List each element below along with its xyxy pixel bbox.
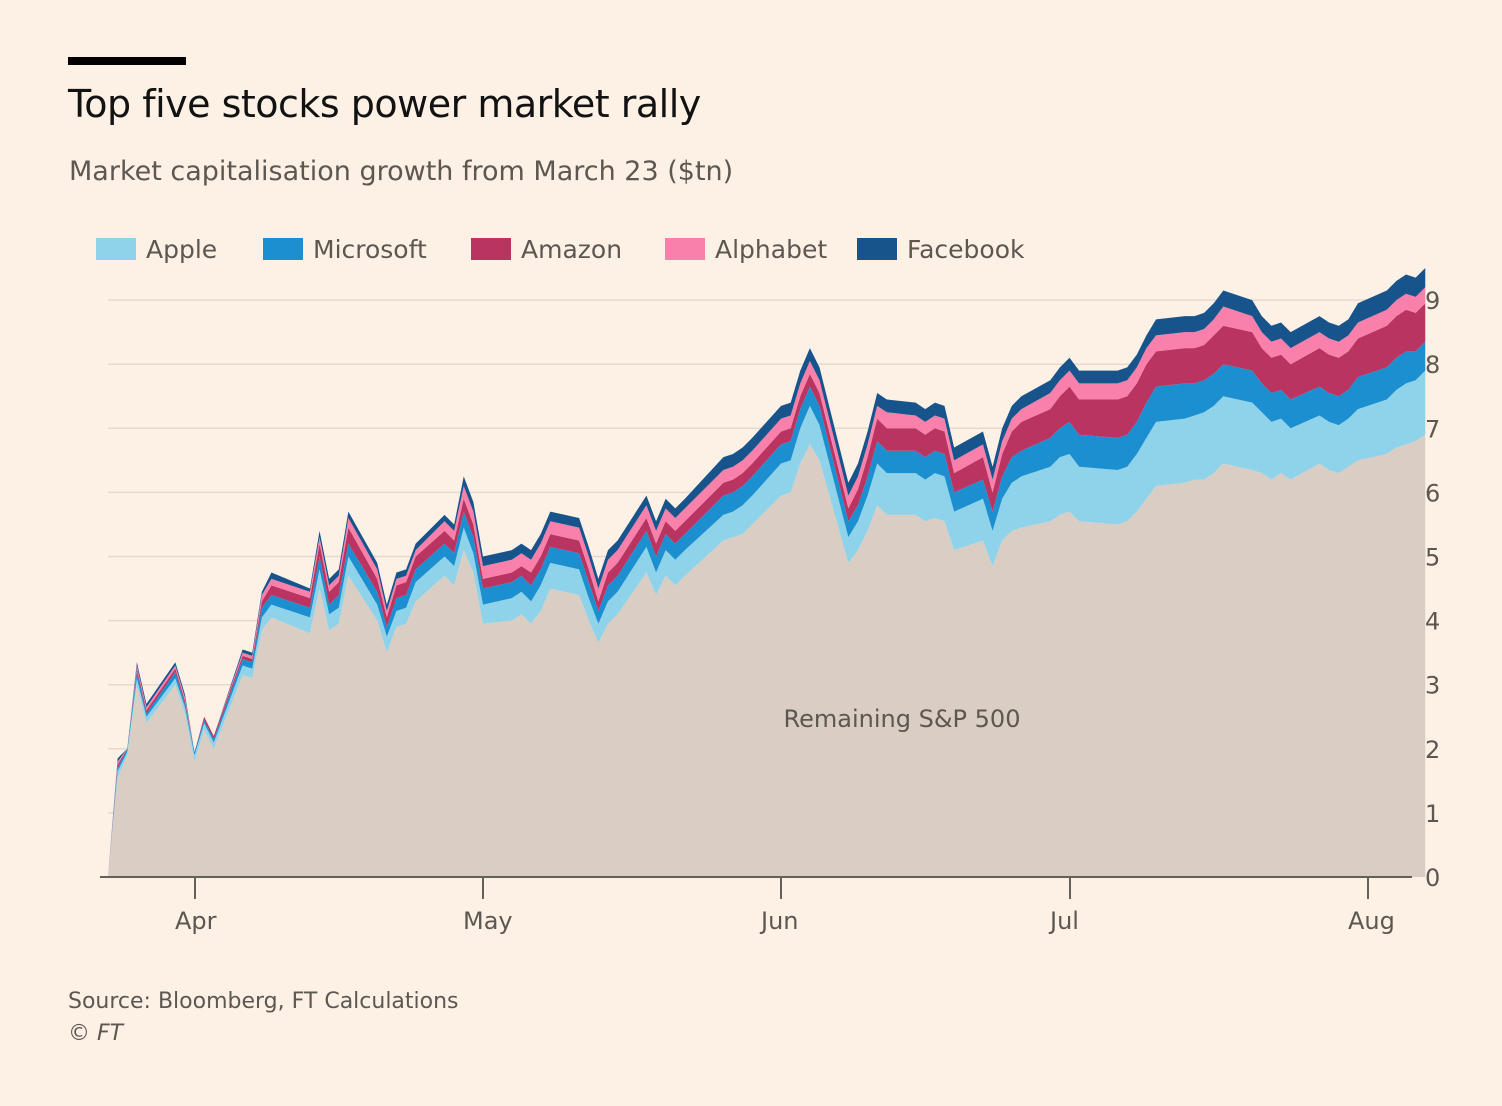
title-rule — [68, 57, 186, 65]
legend-swatch-microsoft — [263, 238, 303, 260]
annotation-remaining-sp500: Remaining S&P 500 — [784, 705, 1021, 733]
y-tick-label-2: 2 — [1425, 736, 1440, 764]
legend-swatch-facebook — [857, 238, 897, 260]
y-tick-label-0: 0 — [1425, 864, 1440, 892]
legend-item-microsoft: Microsoft — [263, 231, 427, 267]
legend-swatch-alphabet — [665, 238, 705, 260]
x-tick-label-jul: Jul — [1048, 907, 1079, 935]
y-tick-label-7: 7 — [1425, 415, 1440, 443]
y-tick-label-9: 9 — [1425, 287, 1440, 315]
x-tick-label-aug: Aug — [1348, 907, 1395, 935]
legend-swatch-amazon — [471, 238, 511, 260]
chart-subtitle: Market capitalisation growth from March … — [69, 156, 734, 187]
chart-title: Top five stocks power market rally — [68, 82, 701, 126]
y-tick-label-4: 4 — [1425, 608, 1440, 636]
legend-item-amazon: Amazon — [471, 231, 622, 267]
y-tick-label-5: 5 — [1425, 544, 1440, 572]
x-tick-label-apr: Apr — [175, 907, 217, 935]
y-tick-label-3: 3 — [1425, 672, 1440, 700]
axes: 0123456789MarAprMayJunJulAug — [100, 287, 1440, 935]
legend-item-facebook: Facebook — [857, 231, 1024, 267]
legend-label-amazon: Amazon — [521, 234, 623, 264]
y-tick-label-1: 1 — [1425, 800, 1440, 828]
legend-label-apple: Apple — [146, 234, 218, 264]
legend-label-microsoft: Microsoft — [313, 234, 427, 264]
area-apple — [108, 370, 1426, 877]
legend-label-alphabet: Alphabet — [715, 234, 828, 264]
copyright-note: © FT — [68, 1021, 124, 1046]
x-tick-label-may: May — [463, 907, 513, 935]
y-tick-label-6: 6 — [1425, 479, 1440, 507]
legend-item-alphabet: Alphabet — [665, 231, 827, 267]
y-tick-label-8: 8 — [1425, 351, 1440, 379]
legend-swatch-apple — [96, 238, 136, 260]
area-remaining-s-p-500 — [108, 434, 1426, 877]
legend-item-apple: Apple — [96, 231, 217, 267]
x-tick-label-jun: Jun — [759, 907, 799, 935]
legend-label-facebook: Facebook — [907, 234, 1025, 264]
area-series — [108, 268, 1426, 877]
source-note: Source: Bloomberg, FT Calculations — [68, 989, 459, 1014]
